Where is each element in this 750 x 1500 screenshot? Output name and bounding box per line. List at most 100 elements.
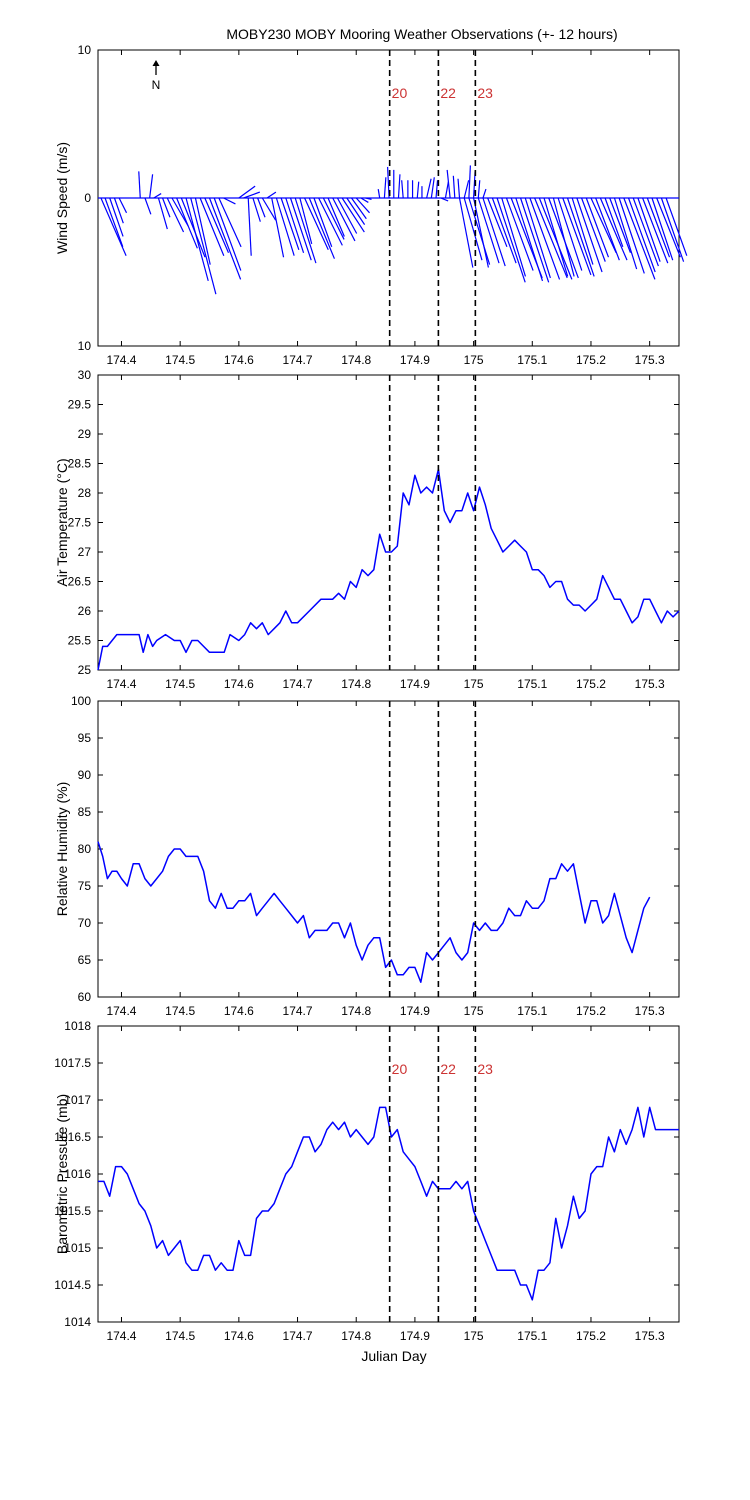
wind-stick [308, 197, 335, 259]
wind-stick [176, 197, 198, 249]
wind-stick [199, 197, 225, 256]
y-tick-label: 27.5 [68, 516, 92, 530]
wind-stick [590, 197, 617, 254]
y-tick-label: 85 [78, 805, 92, 819]
y-tick-label: 29 [78, 427, 92, 441]
wind-stick [524, 197, 551, 279]
wind-stick [534, 197, 568, 279]
wind-stick [623, 197, 656, 280]
x-axis-label: Julian Day [361, 1348, 426, 1364]
panel-2: 25 25.5 26 26.5 27 27.5 28 28.5 29 29.5 30 174.4 174… [54, 368, 680, 691]
x-tick-label: 175.3 [635, 1004, 665, 1018]
wind-stick [275, 197, 295, 256]
wind-stick [505, 197, 534, 271]
y-tick-label: 26 [78, 604, 92, 618]
x-tick-label: 174.6 [224, 1329, 254, 1343]
wind-stick [218, 197, 242, 248]
wind-stick [289, 197, 312, 261]
x-tick-label: 175 [464, 677, 484, 691]
x-tick-label: 174.7 [283, 1004, 313, 1018]
y-tick-label: 75 [78, 879, 92, 893]
x-tick-label: 174.9 [400, 1329, 430, 1343]
x-tick-label: 174.9 [400, 353, 430, 367]
wind-stick [491, 197, 517, 264]
y-tick-label: 1017 [64, 1093, 91, 1107]
north-arrow-icon: N [152, 60, 161, 92]
panel-3: 60 65 70 75 80 85 90 95 100 174.4 174.5 174.6 174.7 1… [54, 694, 680, 1018]
wind-stick [538, 197, 573, 280]
x-tick-label: 174.8 [341, 677, 371, 691]
wind-stick [501, 197, 527, 277]
x-tick-label: 175 [464, 353, 484, 367]
wind-stick [543, 197, 569, 277]
y-tick-label: 0 [84, 191, 91, 205]
wind-stick [632, 197, 659, 267]
y-tick-label: 60 [78, 990, 92, 1004]
y-axis-label: Barometric Pressure (mb) [54, 1094, 70, 1254]
wind-stick [332, 197, 356, 242]
wind-stick [595, 197, 620, 261]
series-line [98, 1106, 679, 1301]
x-tick-label: 174.9 [400, 677, 430, 691]
wind-stick [529, 197, 561, 280]
wind-stick [383, 177, 387, 199]
wind-stick [213, 197, 242, 271]
x-tick-label: 174.8 [341, 353, 371, 367]
y-tick-label: 1015.5 [54, 1204, 91, 1218]
wind-stick [144, 197, 152, 215]
wind-stick [208, 197, 242, 280]
wind-stick [166, 197, 185, 233]
x-tick-label: 175 [464, 1329, 484, 1343]
x-tick-label: 174.6 [224, 353, 254, 367]
y-tick-label: 25 [78, 663, 92, 677]
x-tick-label: 174.9 [400, 1004, 430, 1018]
wind-stick [365, 197, 372, 201]
y-tick-label: 1015 [64, 1241, 91, 1255]
wind-stick [223, 197, 236, 205]
wind-stick [637, 197, 661, 262]
y-tick-label: 25.5 [68, 634, 92, 648]
figure-title: MOBY230 MOBY Mooring Weather Observation… [226, 26, 617, 42]
wind-stick [360, 197, 369, 203]
wind-stick [519, 197, 550, 283]
y-tick-label: 1016.5 [54, 1130, 91, 1144]
x-tick-label: 175.3 [635, 677, 665, 691]
y-tick-label: 90 [78, 768, 92, 782]
marker-label: 22 [440, 85, 456, 101]
wind-stick [609, 197, 632, 253]
wind-stick [252, 197, 261, 222]
wind-stick [322, 197, 345, 240]
wind-stick [161, 197, 171, 218]
wind-stick [257, 197, 266, 218]
x-tick-label: 174.5 [165, 677, 195, 691]
wind-stick [109, 197, 124, 237]
north-label: N [152, 78, 161, 92]
panel-1: 10 0 10 174.4 174.5 174.6 174.7 174.8 174.9 175 17… [54, 43, 688, 367]
wind-stick [401, 180, 404, 199]
x-tick-label: 175.3 [635, 1329, 665, 1343]
marker-label: 23 [477, 85, 493, 101]
wind-stick [243, 191, 261, 199]
x-tick-label: 174.6 [224, 1004, 254, 1018]
wind-stick [138, 171, 141, 199]
y-tick-label: 65 [78, 953, 92, 967]
wind-stick [430, 177, 435, 199]
y-axis-label: Air Temperature (°C) [54, 458, 70, 586]
x-tick-label: 174.7 [283, 677, 313, 691]
x-tick-label: 174.8 [341, 1004, 371, 1018]
wind-stick [351, 197, 367, 220]
wind-stick [180, 197, 206, 258]
wind-stick [618, 197, 645, 274]
y-tick-label: 29.5 [68, 398, 92, 412]
x-tick-label: 174.7 [283, 353, 313, 367]
y-tick-label: 27 [78, 545, 92, 559]
wind-stick [113, 197, 124, 224]
wind-stick [581, 197, 606, 262]
wind-stick [336, 197, 358, 234]
wind-stick [299, 197, 313, 245]
wind-stick [377, 189, 381, 199]
wind-stick [627, 197, 656, 273]
wind-stick [477, 197, 500, 264]
x-tick-label: 174.7 [283, 1329, 313, 1343]
